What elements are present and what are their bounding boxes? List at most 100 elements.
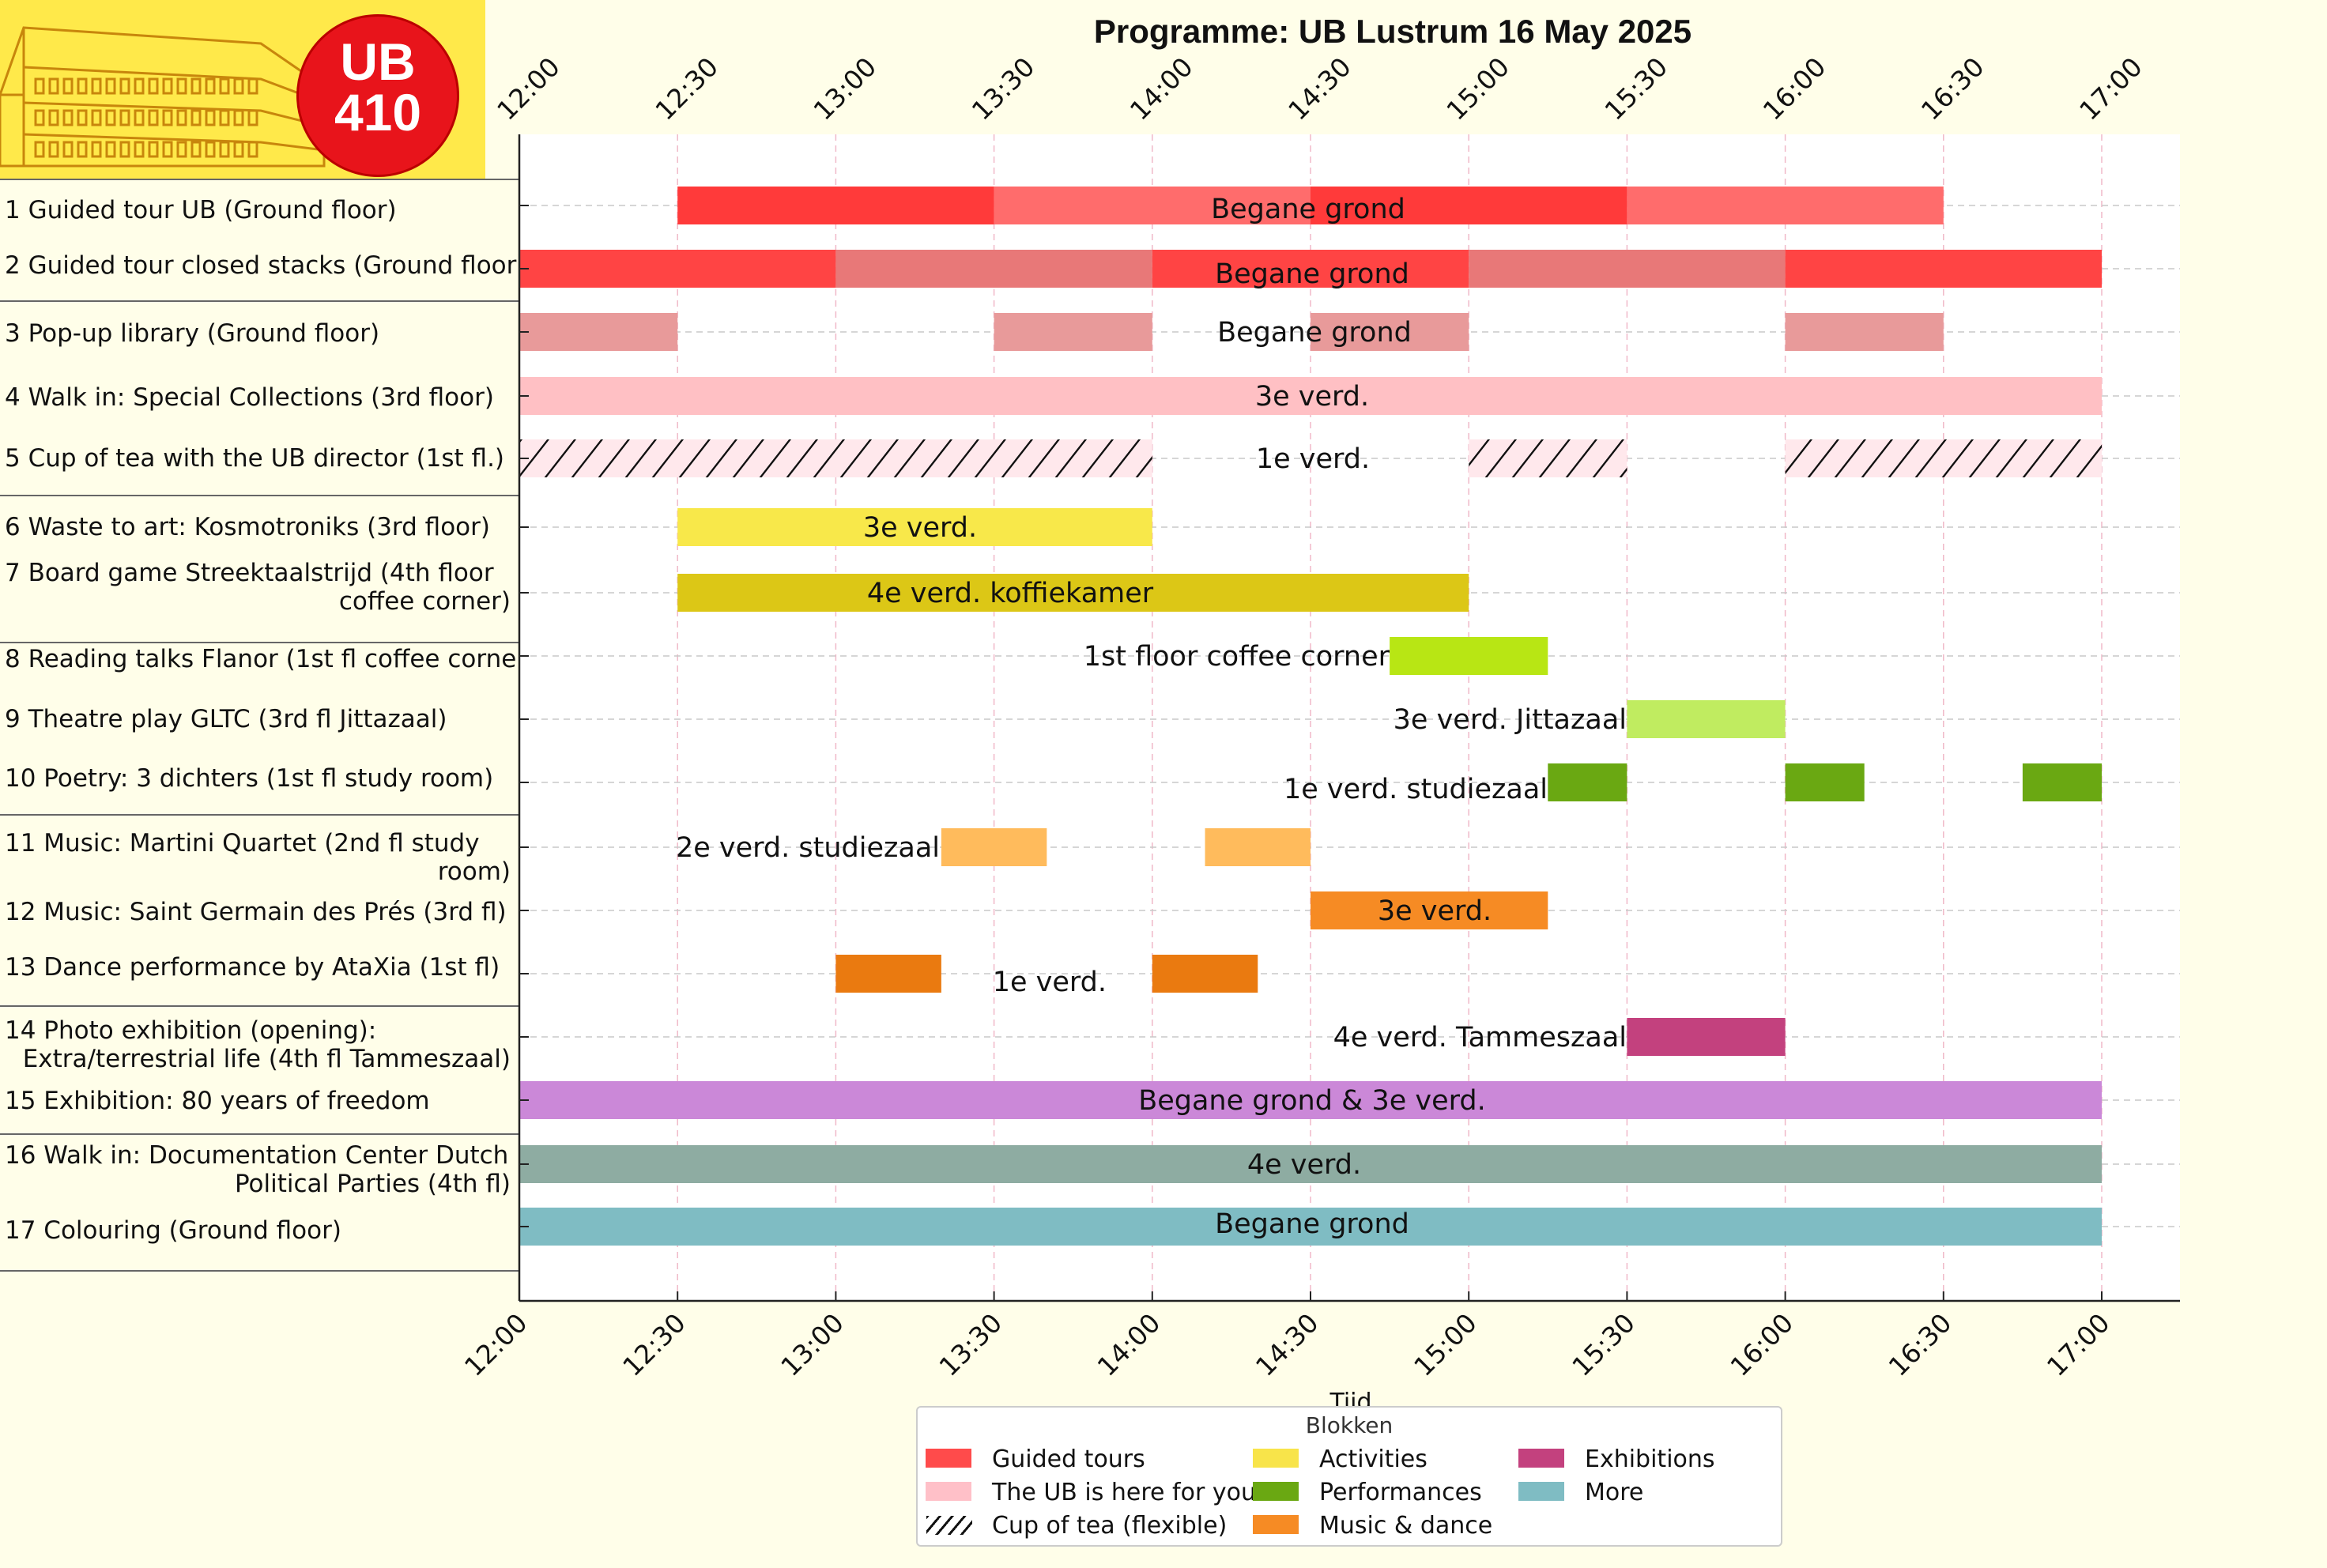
logo-window [148,141,159,158]
activity-bar [1548,763,1627,801]
activity-bar [835,250,1152,288]
bar-location-label: 2e verd. studiezaal [676,832,940,864]
bar-location-label: 1e verd. studiezaal [1284,774,1548,805]
activity-bar [1627,700,1786,738]
activity-bar [677,574,1469,612]
logo-window [233,77,244,95]
activity-bar [1469,439,1627,477]
logo-window [205,141,216,158]
legend-label: Activities [1319,1446,1428,1473]
logo-window [176,77,187,95]
activity-bar [519,1208,2102,1246]
activity-label-line: 16 Walk in: Documentation Center Dutch [5,1141,509,1170]
activity-bar [994,187,1311,224]
activity-label: 2 Guided tour closed stacks (Ground floo… [5,251,526,280]
activity-label: 3 Pop-up library (Ground floor) [5,319,380,348]
activity-bar [2022,763,2102,801]
logo-window [247,109,258,126]
logo-window [119,109,130,126]
activity-bar [519,1081,2102,1119]
activity-bar [519,250,836,288]
x-tick-label-top: 12:00 [491,51,566,126]
legend-swatch [926,1482,971,1501]
x-tick-label-bottom: 15:30 [1566,1307,1641,1382]
x-tick-label-top: 15:30 [1598,51,1673,126]
logo-window [134,141,145,158]
logo-window [219,109,230,126]
logo-window [205,109,216,126]
activity-bar [941,828,1047,866]
activity-bar [1785,313,1944,351]
activity-label: 7 Board game Streektaalstrijd (4th floor… [5,559,511,616]
logo-window [62,109,74,126]
logo-window [119,141,130,158]
bar-location-label: Begane grond & 3e verd. [1138,1085,1486,1117]
logo-window [77,109,88,126]
logo-window [190,141,202,158]
activity-bar [1311,891,1548,929]
logo-window [62,77,74,95]
logo-window [219,141,230,158]
activity-bar [519,313,678,351]
logo-window [233,109,244,126]
activity-bar [1311,187,1627,224]
activity-bar [677,508,1152,546]
activity-bar [835,955,941,993]
x-tick-label-bottom: 12:30 [617,1307,692,1382]
label-separator [0,495,519,496]
x-tick-label-top: 14:30 [1282,51,1357,126]
activity-bar [1205,828,1311,866]
building-icon [0,26,326,168]
legend-label: The UB is here for you [992,1479,1256,1506]
x-tick-label-top: 16:00 [1757,51,1832,126]
bar-location-label: Begane grond [1211,194,1405,225]
logo-window [77,77,88,95]
x-tick-label-top: 13:30 [966,51,1041,126]
activity-label-line: 11 Music: Martini Quartet (2nd fl study [5,829,480,858]
activity-label-line: 7 Board game Streektaalstrijd (4th floor [5,559,494,587]
activity-label-line: Extra/terrestrial life (4th fl Tammeszaa… [22,1045,511,1073]
logo-window [148,77,159,95]
activity-label: 4 Walk in: Special Collections (3rd floo… [5,383,494,412]
logo-window [190,109,202,126]
logo-window [91,141,102,158]
legend-swatch [926,1449,971,1468]
activity-label-line: 14 Photo exhibition (opening): [5,1016,377,1045]
plot-area [519,134,2180,1301]
logo-window [105,109,116,126]
activity-bar [994,313,1152,351]
legend-label: Music & dance [1319,1512,1493,1540]
activity-label-line: coffee corner) [338,587,511,616]
activity-label: 1 Guided tour UB (Ground floor) [5,196,397,224]
logo-window [91,109,102,126]
activity-label: 14 Photo exhibition (opening): Extra/terr… [5,1016,511,1073]
label-separator [0,300,519,302]
activity-label-panel: 1 Guided tour UB (Ground floor) 2 Guided … [0,179,536,1272]
logo-window [105,141,116,158]
x-tick-label-top: 17:00 [2073,51,2148,126]
bar-location-label: 1e verd. [1256,443,1370,475]
legend-title: Blokken [1305,1412,1394,1438]
activity-bar [1785,763,1865,801]
activity-label: 12 Music: Saint Germain des Prés (3rd fl… [5,898,507,926]
activity-bar [1627,1018,1786,1056]
legend-swatch [1253,1515,1299,1534]
bar-location-label: Begane grond [1217,317,1412,349]
x-tick-label-top: 15:00 [1440,51,1515,126]
legend-label: Cup of tea (flexible) [992,1512,1228,1540]
bar-location-label: 3e verd. [1255,381,1369,413]
bar-location-label: Begane grond [1215,1208,1409,1240]
activity-label: 5 Cup of tea with the UB director (1st f… [5,444,505,473]
bar-location-label: 1e verd. [993,967,1107,998]
x-tick-label-top: 13:00 [807,51,882,126]
activity-bar [677,187,994,224]
activity-label: 11 Music: Martini Quartet (2nd fl study r… [5,829,511,886]
logo-window [77,141,88,158]
badge-line-2: 410 [334,83,422,141]
legend-label: More [1585,1479,1644,1506]
x-tick-label-bottom: 13:30 [933,1307,1008,1382]
legend-swatch [1518,1482,1564,1501]
chart-title: Programme: UB Lustrum 16 May 2025 [1093,13,1692,50]
activity-bar [519,1145,2102,1183]
